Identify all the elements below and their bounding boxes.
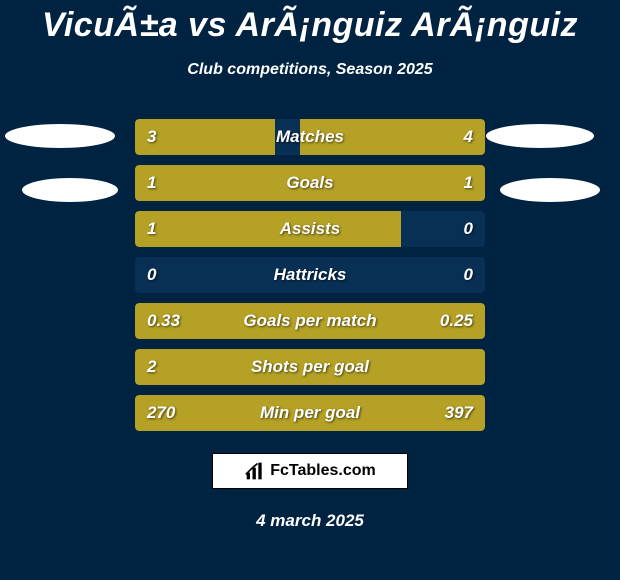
bar-fill bbox=[135, 303, 485, 339]
bar-left-fill bbox=[135, 165, 310, 201]
decorative-ellipse bbox=[500, 178, 600, 202]
stat-row: 11Goals bbox=[135, 165, 485, 201]
page-subtitle: Club competitions, Season 2025 bbox=[0, 61, 620, 79]
bar-fill bbox=[135, 395, 485, 431]
stat-row: 270397Min per goal bbox=[135, 395, 485, 431]
bar-left-fill bbox=[135, 211, 401, 247]
logo-text: FcTables.com bbox=[270, 462, 376, 480]
date-text: 4 march 2025 bbox=[0, 511, 620, 531]
chart-icon bbox=[244, 461, 266, 481]
stat-row: 2Shots per goal bbox=[135, 349, 485, 385]
page-title: VicuÃ±a vs ArÃ¡nguiz ArÃ¡nguiz bbox=[0, 0, 620, 45]
stat-row: 10Assists bbox=[135, 211, 485, 247]
bar-track bbox=[135, 257, 485, 293]
decorative-ellipse bbox=[486, 124, 594, 148]
stat-row: 0.330.25Goals per match bbox=[135, 303, 485, 339]
decorative-ellipse bbox=[5, 124, 115, 148]
stat-row: 00Hattricks bbox=[135, 257, 485, 293]
bar-right-fill bbox=[310, 165, 485, 201]
comparison-bars: 34Matches 11Goals 10Assists 00Hattricks 0.33… bbox=[135, 119, 485, 431]
bar-left-fill bbox=[135, 119, 275, 155]
bar-right-fill bbox=[300, 119, 486, 155]
source-logo: FcTables.com bbox=[212, 453, 408, 489]
bar-fill bbox=[135, 349, 485, 385]
stat-row: 34Matches bbox=[135, 119, 485, 155]
decorative-ellipse bbox=[22, 178, 118, 202]
